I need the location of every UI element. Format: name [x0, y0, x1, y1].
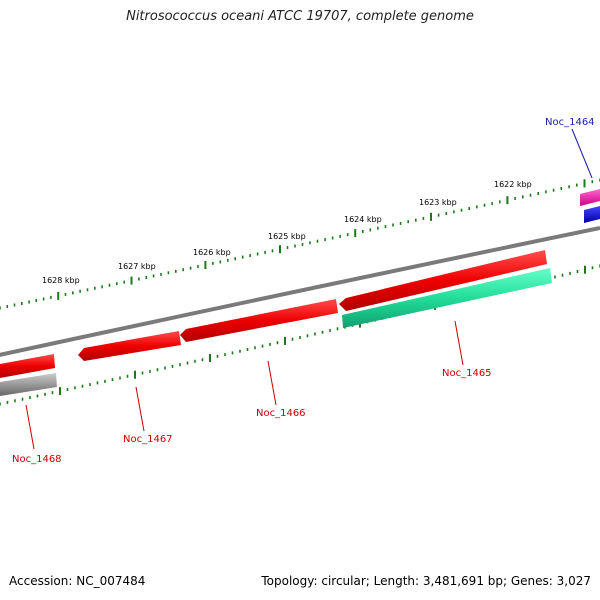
gene-label-noc-1466[interactable]: Noc_1466 [256, 408, 306, 419]
scale-label: 1626 kbp [193, 248, 231, 257]
leader-line [454, 320, 464, 366]
gene-label-noc-1465[interactable]: Noc_1465 [442, 368, 492, 379]
gene-label-noc-1467[interactable]: Noc_1467 [123, 434, 173, 445]
gene-label-noc-1464[interactable]: Noc_1464 [545, 117, 595, 128]
leader-line [25, 404, 35, 450]
gray-feature[interactable] [0, 373, 57, 396]
gene-noc-1466[interactable] [180, 299, 338, 342]
gene-noc-1465-red[interactable] [339, 250, 547, 311]
scale-label: 1623 kbp [419, 198, 457, 207]
genome-backbone [0, 226, 600, 357]
scale-label: 1627 kbp [118, 262, 156, 271]
scale-label: 1622 kbp [494, 180, 532, 189]
gene-noc-1468[interactable] [0, 354, 55, 378]
genome-summary-text: Topology: circular; Length: 3,481,691 bp… [261, 574, 591, 588]
leader-line [135, 386, 145, 432]
scale-label: 1625 kbp [268, 232, 306, 241]
gene-noc-1467[interactable] [78, 331, 181, 361]
blue-feature[interactable] [584, 206, 600, 223]
gene-label-noc-1468[interactable]: Noc_1468 [12, 454, 62, 465]
scale-label: 1628 kbp [42, 276, 80, 285]
map-title: Nitrosococcus oceani ATCC 19707, complet… [126, 9, 474, 24]
accession-text: Accession: NC_007484 [9, 574, 146, 588]
upper-scale-ruler [0, 178, 600, 310]
scale-label: 1624 kbp [344, 215, 382, 224]
gene-noc-1465-rna[interactable] [342, 268, 552, 328]
leader-line [267, 360, 277, 406]
gene-noc-1464-feature[interactable] [580, 189, 600, 206]
leader-line [571, 128, 593, 179]
